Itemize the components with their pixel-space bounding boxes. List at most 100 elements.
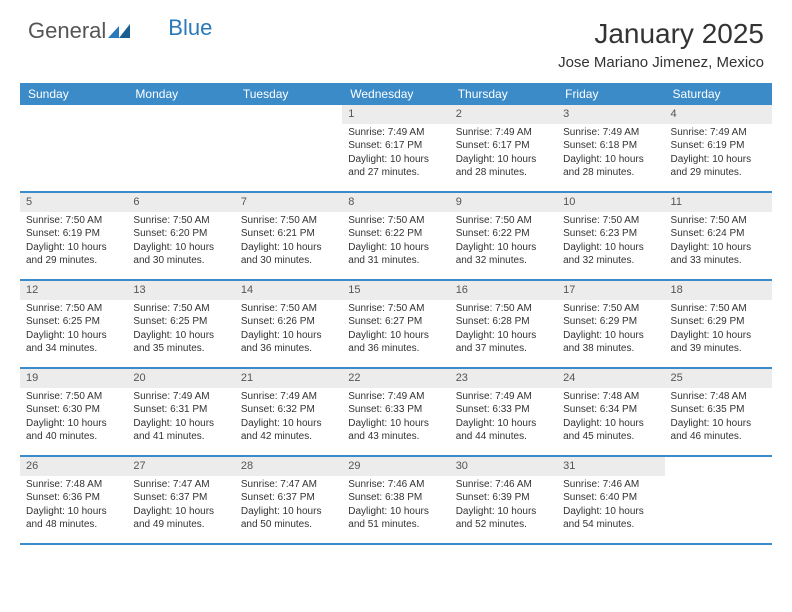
day-number: 5 (20, 193, 127, 212)
day-body: Sunrise: 7:50 AMSunset: 6:25 PMDaylight:… (20, 300, 127, 362)
day-of-week-cell: Monday (127, 83, 234, 105)
day-cell: 23Sunrise: 7:49 AMSunset: 6:33 PMDayligh… (450, 369, 557, 455)
day-number: 4 (665, 105, 772, 124)
day-number: 20 (127, 369, 234, 388)
calendar: SundayMondayTuesdayWednesdayThursdayFrid… (20, 83, 772, 545)
day-cell: 24Sunrise: 7:48 AMSunset: 6:34 PMDayligh… (557, 369, 664, 455)
day-body: Sunrise: 7:49 AMSunset: 6:32 PMDaylight:… (235, 388, 342, 450)
day-of-week-cell: Friday (557, 83, 664, 105)
day-body: Sunrise: 7:49 AMSunset: 6:17 PMDaylight:… (450, 124, 557, 186)
day-body: Sunrise: 7:48 AMSunset: 6:36 PMDaylight:… (20, 476, 127, 538)
day-number: 17 (557, 281, 664, 300)
day-cell: 1Sunrise: 7:49 AMSunset: 6:17 PMDaylight… (342, 105, 449, 191)
day-cell: 10Sunrise: 7:50 AMSunset: 6:23 PMDayligh… (557, 193, 664, 279)
day-number: 25 (665, 369, 772, 388)
day-body: Sunrise: 7:50 AMSunset: 6:24 PMDaylight:… (665, 212, 772, 274)
day-body: Sunrise: 7:47 AMSunset: 6:37 PMDaylight:… (235, 476, 342, 538)
day-number: 9 (450, 193, 557, 212)
day-body: Sunrise: 7:50 AMSunset: 6:21 PMDaylight:… (235, 212, 342, 274)
day-cell: 28Sunrise: 7:47 AMSunset: 6:37 PMDayligh… (235, 457, 342, 543)
day-cell: 15Sunrise: 7:50 AMSunset: 6:27 PMDayligh… (342, 281, 449, 367)
day-cell: 17Sunrise: 7:50 AMSunset: 6:29 PMDayligh… (557, 281, 664, 367)
day-number: 8 (342, 193, 449, 212)
day-body: Sunrise: 7:49 AMSunset: 6:18 PMDaylight:… (557, 124, 664, 186)
day-number: 18 (665, 281, 772, 300)
day-cell: 20Sunrise: 7:49 AMSunset: 6:31 PMDayligh… (127, 369, 234, 455)
day-number: 29 (342, 457, 449, 476)
day-cell: 27Sunrise: 7:47 AMSunset: 6:37 PMDayligh… (127, 457, 234, 543)
day-body: Sunrise: 7:50 AMSunset: 6:20 PMDaylight:… (127, 212, 234, 274)
day-cell: 8Sunrise: 7:50 AMSunset: 6:22 PMDaylight… (342, 193, 449, 279)
day-body: Sunrise: 7:50 AMSunset: 6:26 PMDaylight:… (235, 300, 342, 362)
location: Jose Mariano Jimenez, Mexico (558, 54, 764, 71)
day-number: 12 (20, 281, 127, 300)
week-row: ...1Sunrise: 7:49 AMSunset: 6:17 PMDayli… (20, 105, 772, 193)
day-cell: 5Sunrise: 7:50 AMSunset: 6:19 PMDaylight… (20, 193, 127, 279)
day-of-week-cell: Tuesday (235, 83, 342, 105)
day-cell: 16Sunrise: 7:50 AMSunset: 6:28 PMDayligh… (450, 281, 557, 367)
day-body: Sunrise: 7:50 AMSunset: 6:28 PMDaylight:… (450, 300, 557, 362)
day-cell: 22Sunrise: 7:49 AMSunset: 6:33 PMDayligh… (342, 369, 449, 455)
day-number: 22 (342, 369, 449, 388)
day-body: Sunrise: 7:50 AMSunset: 6:29 PMDaylight:… (557, 300, 664, 362)
day-cell: . (235, 105, 342, 191)
day-body: Sunrise: 7:50 AMSunset: 6:22 PMDaylight:… (450, 212, 557, 274)
day-number: 3 (557, 105, 664, 124)
week-row: 12Sunrise: 7:50 AMSunset: 6:25 PMDayligh… (20, 281, 772, 369)
day-body: Sunrise: 7:49 AMSunset: 6:17 PMDaylight:… (342, 124, 449, 186)
day-cell: . (665, 457, 772, 543)
day-cell: 18Sunrise: 7:50 AMSunset: 6:29 PMDayligh… (665, 281, 772, 367)
day-number: 23 (450, 369, 557, 388)
day-cell: 2Sunrise: 7:49 AMSunset: 6:17 PMDaylight… (450, 105, 557, 191)
day-cell: 30Sunrise: 7:46 AMSunset: 6:39 PMDayligh… (450, 457, 557, 543)
logo-text-1: General (28, 18, 106, 44)
day-number: 15 (342, 281, 449, 300)
day-number: 10 (557, 193, 664, 212)
day-cell: 19Sunrise: 7:50 AMSunset: 6:30 PMDayligh… (20, 369, 127, 455)
logo-icon (108, 18, 130, 44)
day-number: 16 (450, 281, 557, 300)
day-number: 6 (127, 193, 234, 212)
day-cell: 3Sunrise: 7:49 AMSunset: 6:18 PMDaylight… (557, 105, 664, 191)
day-cell: 14Sunrise: 7:50 AMSunset: 6:26 PMDayligh… (235, 281, 342, 367)
day-body: Sunrise: 7:50 AMSunset: 6:22 PMDaylight:… (342, 212, 449, 274)
day-cell: 29Sunrise: 7:46 AMSunset: 6:38 PMDayligh… (342, 457, 449, 543)
week-row: 5Sunrise: 7:50 AMSunset: 6:19 PMDaylight… (20, 193, 772, 281)
day-number: 31 (557, 457, 664, 476)
day-body: Sunrise: 7:46 AMSunset: 6:40 PMDaylight:… (557, 476, 664, 538)
day-cell: 21Sunrise: 7:49 AMSunset: 6:32 PMDayligh… (235, 369, 342, 455)
day-of-week-cell: Sunday (20, 83, 127, 105)
day-body: Sunrise: 7:50 AMSunset: 6:23 PMDaylight:… (557, 212, 664, 274)
day-cell: . (20, 105, 127, 191)
day-cell: 4Sunrise: 7:49 AMSunset: 6:19 PMDaylight… (665, 105, 772, 191)
day-of-week-cell: Wednesday (342, 83, 449, 105)
day-number: 30 (450, 457, 557, 476)
day-cell: 9Sunrise: 7:50 AMSunset: 6:22 PMDaylight… (450, 193, 557, 279)
week-row: 19Sunrise: 7:50 AMSunset: 6:30 PMDayligh… (20, 369, 772, 457)
week-row: 26Sunrise: 7:48 AMSunset: 6:36 PMDayligh… (20, 457, 772, 545)
day-body: Sunrise: 7:46 AMSunset: 6:38 PMDaylight:… (342, 476, 449, 538)
day-cell: 11Sunrise: 7:50 AMSunset: 6:24 PMDayligh… (665, 193, 772, 279)
day-of-week-row: SundayMondayTuesdayWednesdayThursdayFrid… (20, 83, 772, 105)
day-number: 24 (557, 369, 664, 388)
day-body: Sunrise: 7:50 AMSunset: 6:29 PMDaylight:… (665, 300, 772, 362)
day-cell: 6Sunrise: 7:50 AMSunset: 6:20 PMDaylight… (127, 193, 234, 279)
logo: General Blue (28, 18, 212, 44)
day-cell: 25Sunrise: 7:48 AMSunset: 6:35 PMDayligh… (665, 369, 772, 455)
day-body: Sunrise: 7:47 AMSunset: 6:37 PMDaylight:… (127, 476, 234, 538)
day-number: 21 (235, 369, 342, 388)
day-cell: 31Sunrise: 7:46 AMSunset: 6:40 PMDayligh… (557, 457, 664, 543)
day-number: 27 (127, 457, 234, 476)
day-cell: 7Sunrise: 7:50 AMSunset: 6:21 PMDaylight… (235, 193, 342, 279)
day-body: Sunrise: 7:50 AMSunset: 6:25 PMDaylight:… (127, 300, 234, 362)
day-cell: 13Sunrise: 7:50 AMSunset: 6:25 PMDayligh… (127, 281, 234, 367)
day-number: 28 (235, 457, 342, 476)
day-cell: 26Sunrise: 7:48 AMSunset: 6:36 PMDayligh… (20, 457, 127, 543)
day-number: 11 (665, 193, 772, 212)
day-of-week-cell: Thursday (450, 83, 557, 105)
day-body: Sunrise: 7:48 AMSunset: 6:35 PMDaylight:… (665, 388, 772, 450)
day-number: 26 (20, 457, 127, 476)
day-cell: . (127, 105, 234, 191)
day-body: Sunrise: 7:49 AMSunset: 6:31 PMDaylight:… (127, 388, 234, 450)
day-of-week-cell: Saturday (665, 83, 772, 105)
